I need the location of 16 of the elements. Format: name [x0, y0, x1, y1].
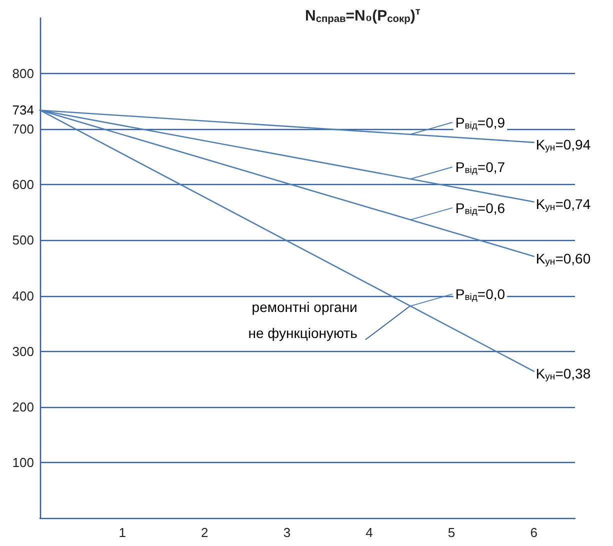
y-tick-label: 600: [12, 177, 34, 192]
annotation: ремонтні органи не функціонують: [248, 298, 358, 341]
y-tick-label: 500: [12, 232, 34, 248]
x-tick-label: 3: [283, 525, 291, 540]
x-tick-label: 4: [366, 525, 373, 540]
x-tick-label: 1: [118, 525, 126, 540]
y-tick-label: 800: [12, 66, 34, 82]
y-tick-label: 400: [12, 288, 34, 304]
y-tick-label: 100: [12, 454, 34, 470]
x-tick-label: 5: [448, 525, 456, 540]
x-tick-label: 2: [201, 525, 208, 540]
y-tick-label: 200: [12, 399, 34, 414]
annotation: 734: [12, 102, 34, 118]
y-tick-label: 300: [12, 344, 34, 359]
y-tick-label: 700: [12, 122, 34, 137]
x-tick-label: 6: [530, 525, 538, 540]
